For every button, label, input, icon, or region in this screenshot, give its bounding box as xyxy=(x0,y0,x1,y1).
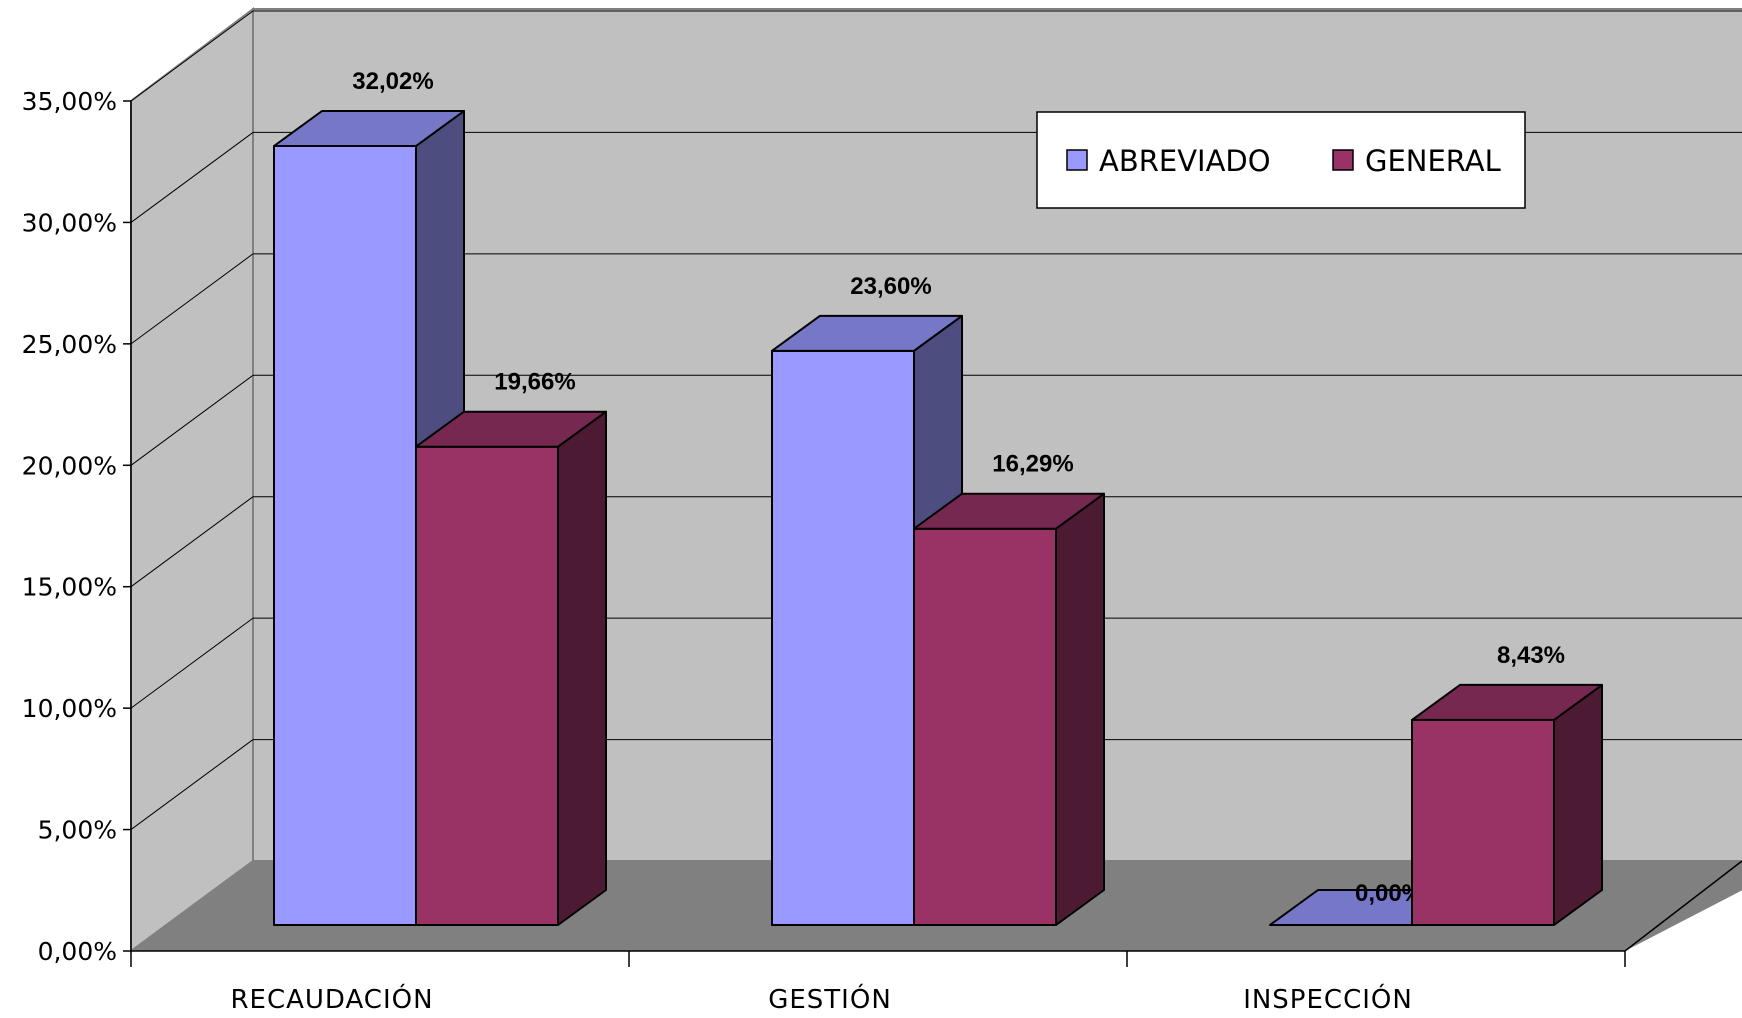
y-tick-label: 35,00% xyxy=(22,87,117,116)
side-gridline xyxy=(130,132,254,223)
side-gridline xyxy=(130,739,254,830)
data-label: 8,43% xyxy=(1497,642,1565,669)
bar-front xyxy=(415,445,559,926)
bar-top xyxy=(1411,683,1603,721)
floor-edge-line xyxy=(1624,860,1742,952)
bar-top xyxy=(771,314,963,352)
y-tick-label: 0,00% xyxy=(38,937,117,966)
bar-top xyxy=(913,492,1105,530)
data-label: 23,60% xyxy=(850,273,931,300)
y-tick-label: 20,00% xyxy=(22,451,117,480)
x-category-label: GESTIÓN xyxy=(768,983,892,1015)
y-tick-label: 15,00% xyxy=(22,573,117,602)
legend-swatch xyxy=(1066,149,1088,171)
y-tick-label: 25,00% xyxy=(22,330,117,359)
bar-top xyxy=(273,110,465,147)
bar-top xyxy=(415,410,607,448)
side-gridline xyxy=(130,374,254,466)
bar-side xyxy=(1055,492,1105,926)
x-category-label: RECAUDACIÓN xyxy=(230,983,433,1015)
side-gridline xyxy=(130,617,254,709)
bar-front xyxy=(913,527,1057,926)
y-tick-label: 10,00% xyxy=(22,694,117,723)
side-wall xyxy=(130,6,254,953)
side-gridline xyxy=(130,253,254,345)
y-tick-label: 30,00% xyxy=(22,208,117,237)
bar-side xyxy=(1553,683,1603,926)
data-label: 16,29% xyxy=(992,451,1073,478)
bar-front xyxy=(771,349,915,926)
data-label: 19,66% xyxy=(494,369,575,396)
x-category-label: INSPECCIÓN xyxy=(1243,983,1413,1015)
legend-swatch xyxy=(1332,149,1354,171)
legend: ABREVIADO GENERAL xyxy=(1036,111,1526,209)
side-gridline xyxy=(130,496,254,588)
legend-label: ABREVIADO xyxy=(1099,144,1271,178)
bar-front xyxy=(1411,718,1555,926)
bar-side xyxy=(557,410,607,926)
legend-label: GENERAL xyxy=(1365,144,1501,178)
side-gridline xyxy=(130,10,254,102)
bar-front xyxy=(273,145,417,926)
legend-box xyxy=(1036,111,1526,209)
y-tick-label: 5,00% xyxy=(38,816,117,845)
data-label: 32,02% xyxy=(352,68,433,95)
